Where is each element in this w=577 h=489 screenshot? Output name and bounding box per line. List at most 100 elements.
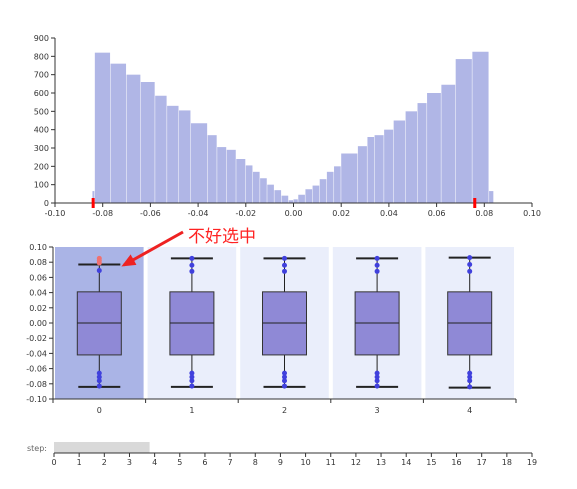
histogram-x-tick-label: 0.06 — [428, 209, 446, 218]
boxplot-x-tick-label: 0 — [97, 406, 102, 415]
histogram-y-tick-label: 0 — [44, 199, 49, 208]
boxplot-point — [467, 370, 473, 376]
boxplot-point-highlighted — [96, 260, 102, 266]
boxplot-point — [189, 383, 195, 389]
boxplot-point — [282, 374, 287, 380]
histogram-bar — [260, 178, 267, 203]
step-slider[interactable]: step: 0 1 2 3 4 5 6 7 8 9 10 11 12 13 14 15 16 17 18 19 — [27, 442, 537, 467]
step-slider-tick-label: 9 — [278, 458, 283, 467]
histogram-x-tick-label: -0.10 — [45, 209, 66, 218]
boxplot-point — [282, 262, 287, 268]
boxplot-y-tick-label: -0.02 — [26, 334, 47, 343]
histogram-y-tick-label: 400 — [34, 126, 49, 135]
boxplot-x-axis: 0 1 2 3 4 — [52, 398, 517, 415]
histogram-bar — [94, 52, 111, 203]
boxplot-y-tick-label: 0.04 — [29, 289, 47, 298]
histogram-bar — [110, 63, 127, 203]
step-slider-tick-label: 7 — [228, 458, 233, 467]
step-slider-tick-label: 10 — [300, 458, 310, 467]
histogram-bar — [288, 200, 293, 203]
histogram-bar — [441, 84, 456, 203]
step-slider-tick-label: 19 — [527, 458, 537, 467]
boxplot-point — [467, 384, 473, 390]
histogram-bar — [334, 166, 341, 203]
boxplot-y-tick-label: 0.10 — [29, 243, 47, 252]
histogram-y-tick-label: 200 — [34, 162, 49, 171]
boxplot-y-tick-label: -0.06 — [26, 365, 47, 374]
boxplot-point — [189, 268, 195, 274]
step-slider-selection[interactable] — [54, 442, 150, 453]
boxplot-point — [282, 255, 287, 261]
histogram-bar — [126, 74, 141, 203]
histogram-bar — [274, 190, 282, 203]
histogram-bar — [252, 171, 260, 203]
step-slider-tick-label: 2 — [102, 458, 107, 467]
boxplot-point — [282, 383, 287, 389]
histogram-bar — [245, 165, 253, 203]
histogram-bar — [374, 135, 384, 203]
histogram-bar — [267, 184, 274, 203]
boxplot-y-tick-label: 0.02 — [29, 304, 47, 313]
boxplot-point — [467, 255, 473, 261]
histogram-bar — [140, 82, 155, 203]
histogram-y-tick-label: 300 — [34, 144, 49, 153]
boxplot-x-tick-label: 3 — [375, 406, 380, 415]
histogram-bar — [417, 103, 427, 203]
histogram-bar — [298, 194, 305, 203]
histogram-y-tick-label: 800 — [34, 52, 49, 61]
boxplot-y-tick-label: -0.10 — [26, 395, 47, 404]
annotation-arrow — [121, 230, 184, 267]
boxplot-point — [374, 255, 380, 261]
step-slider-tick-label: 3 — [127, 458, 132, 467]
step-slider-tick-label: 16 — [451, 458, 461, 467]
histogram-bar — [384, 129, 394, 203]
boxplot-point — [374, 383, 380, 389]
histogram-bar — [326, 171, 334, 203]
step-slider-tick-label: 0 — [51, 458, 56, 467]
step-slider-tick-label: 12 — [351, 458, 361, 467]
boxplot-x-tick-label: 4 — [467, 406, 472, 415]
histogram-bar — [393, 120, 406, 203]
histogram-bar — [319, 179, 327, 203]
histogram-x-tick-label: -0.04 — [188, 209, 209, 218]
boxplot-point — [189, 374, 195, 380]
histogram-y-axis: 0 100 200 300 400 500 600 700 800 900 — [34, 34, 56, 208]
histogram-brush-markers[interactable] — [91, 198, 477, 208]
histogram-bar — [427, 93, 441, 203]
boxplot-point — [467, 374, 473, 380]
brush-handle[interactable] — [91, 198, 95, 208]
boxplot-point — [282, 268, 287, 274]
histogram-x-tick-label: -0.06 — [140, 209, 161, 218]
histogram-x-tick-label: 0.04 — [380, 209, 398, 218]
histogram-bar — [167, 105, 179, 203]
histogram-bar — [281, 195, 289, 203]
histogram-bar — [367, 137, 375, 203]
histogram-bar — [190, 123, 208, 203]
histogram-x-axis: -0.10 -0.08 -0.06 -0.04 -0.02 0.00 0.02 0.04 0.0… — [45, 202, 541, 218]
histogram-bar — [357, 146, 367, 203]
step-slider-tick-label: 5 — [177, 458, 182, 467]
boxplot-point — [374, 268, 380, 274]
boxplot-y-tick-label: -0.04 — [26, 349, 47, 358]
boxplot-point — [96, 370, 102, 376]
boxplot-point — [467, 261, 473, 267]
histogram-bar — [341, 153, 358, 203]
boxplot-point — [96, 383, 102, 389]
histogram-chart[interactable]: -0.10 -0.08 -0.06 -0.04 -0.02 0.00 0.02 0.04 0.0… — [34, 34, 541, 218]
step-slider-tick-label: 6 — [202, 458, 207, 467]
histogram-bar — [207, 135, 217, 203]
boxplot-point — [467, 268, 473, 274]
brush-handle[interactable] — [473, 198, 477, 208]
boxplot-point — [374, 370, 380, 376]
boxplot-chart[interactable]: 0.10 0.08 0.06 0.04 0.02 0.00 -0.02 -0.04 -0.06 -… — [26, 243, 517, 415]
step-slider-label: step: — [27, 444, 47, 453]
boxplot-y-tick-label: 0.08 — [29, 258, 47, 267]
histogram-y-tick-label: 100 — [34, 181, 49, 190]
boxplot-y-tick-label: 0.06 — [29, 273, 47, 282]
boxplot-point — [189, 255, 195, 261]
boxplot-point — [282, 370, 287, 376]
histogram-y-tick-label: 700 — [34, 71, 49, 80]
boxplot-point — [189, 370, 195, 376]
histogram-bar — [305, 189, 313, 203]
